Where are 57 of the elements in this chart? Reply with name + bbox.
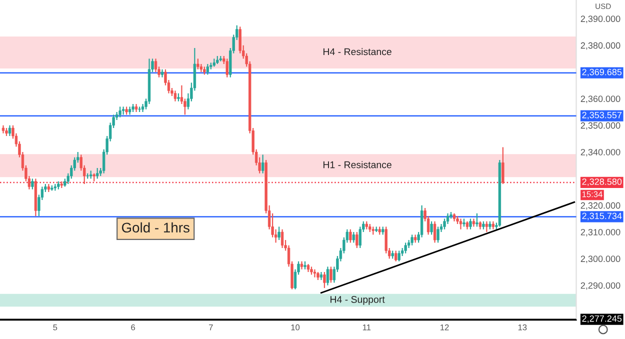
candlestick (485, 220, 488, 233)
x-tick-label: 6 (131, 324, 135, 330)
band-label: H4 - Support (330, 296, 385, 305)
candlestick (394, 250, 398, 262)
candlestick (436, 226, 440, 244)
x-tick-label: 12 (440, 324, 449, 330)
candlestick (118, 106, 122, 118)
x-tick-label: 7 (209, 324, 213, 330)
y-tick-label: 2,390.000 (580, 16, 620, 24)
candlestick (196, 58, 200, 70)
candlestick (96, 167, 99, 180)
ref-line-label: 2,328.580 (582, 178, 622, 186)
candlestick (8, 124, 12, 137)
text: 15:34 (582, 191, 602, 198)
candlestick (459, 218, 462, 230)
candlestick (31, 178, 34, 190)
ref-line-label: 2,315.734 (582, 212, 622, 220)
x-tick-label: 10 (291, 324, 300, 330)
candlestick (349, 228, 352, 244)
candlestick (430, 220, 433, 236)
candlestick (476, 212, 478, 228)
x-tick-label: 5 (53, 324, 58, 330)
candlestick (280, 228, 284, 249)
y-tick-label: 2,360.000 (580, 96, 620, 104)
candlestick (226, 58, 228, 78)
ref-line-label: 2,277.245 (582, 315, 622, 323)
candlestick (404, 242, 407, 254)
candlestick (206, 63, 210, 76)
y-tick-label: 2,290.000 (580, 282, 620, 290)
candlestick (433, 220, 436, 244)
y-tick-label: 2,350.000 (580, 122, 620, 130)
x-tick-label: 13 (518, 324, 527, 330)
candlestick (278, 226, 280, 241)
y-tick-label: 2,300.000 (580, 256, 620, 264)
y-tick-label: 2,320.000 (580, 202, 620, 210)
y-tick-label: 2,310.000 (580, 228, 620, 236)
candlestick (174, 90, 177, 102)
band-label: H4 - Resistance (323, 48, 392, 56)
annotation: Gold - 1hrs (122, 222, 190, 233)
ref-line-label: 2,353.557 (582, 112, 622, 120)
candlestick (352, 231, 356, 244)
ref-line-label: 2,369.685 (582, 68, 622, 76)
candlestick (122, 106, 125, 116)
y-tick-label: 2,340.000 (580, 148, 620, 156)
candlestick (502, 146, 504, 185)
candlestick (356, 231, 358, 249)
candlestick (469, 218, 472, 230)
candlestick (313, 268, 316, 278)
candlestick (330, 266, 332, 284)
candlestick (326, 266, 330, 286)
candlestick (398, 250, 400, 262)
y-tick-label: 2,380.000 (580, 42, 620, 50)
band-label: H1 - Resistance (323, 161, 392, 168)
candlestick (261, 154, 264, 174)
candlestick (323, 271, 326, 289)
x-tick-label: 11 (362, 324, 371, 330)
candlestick (410, 234, 414, 246)
